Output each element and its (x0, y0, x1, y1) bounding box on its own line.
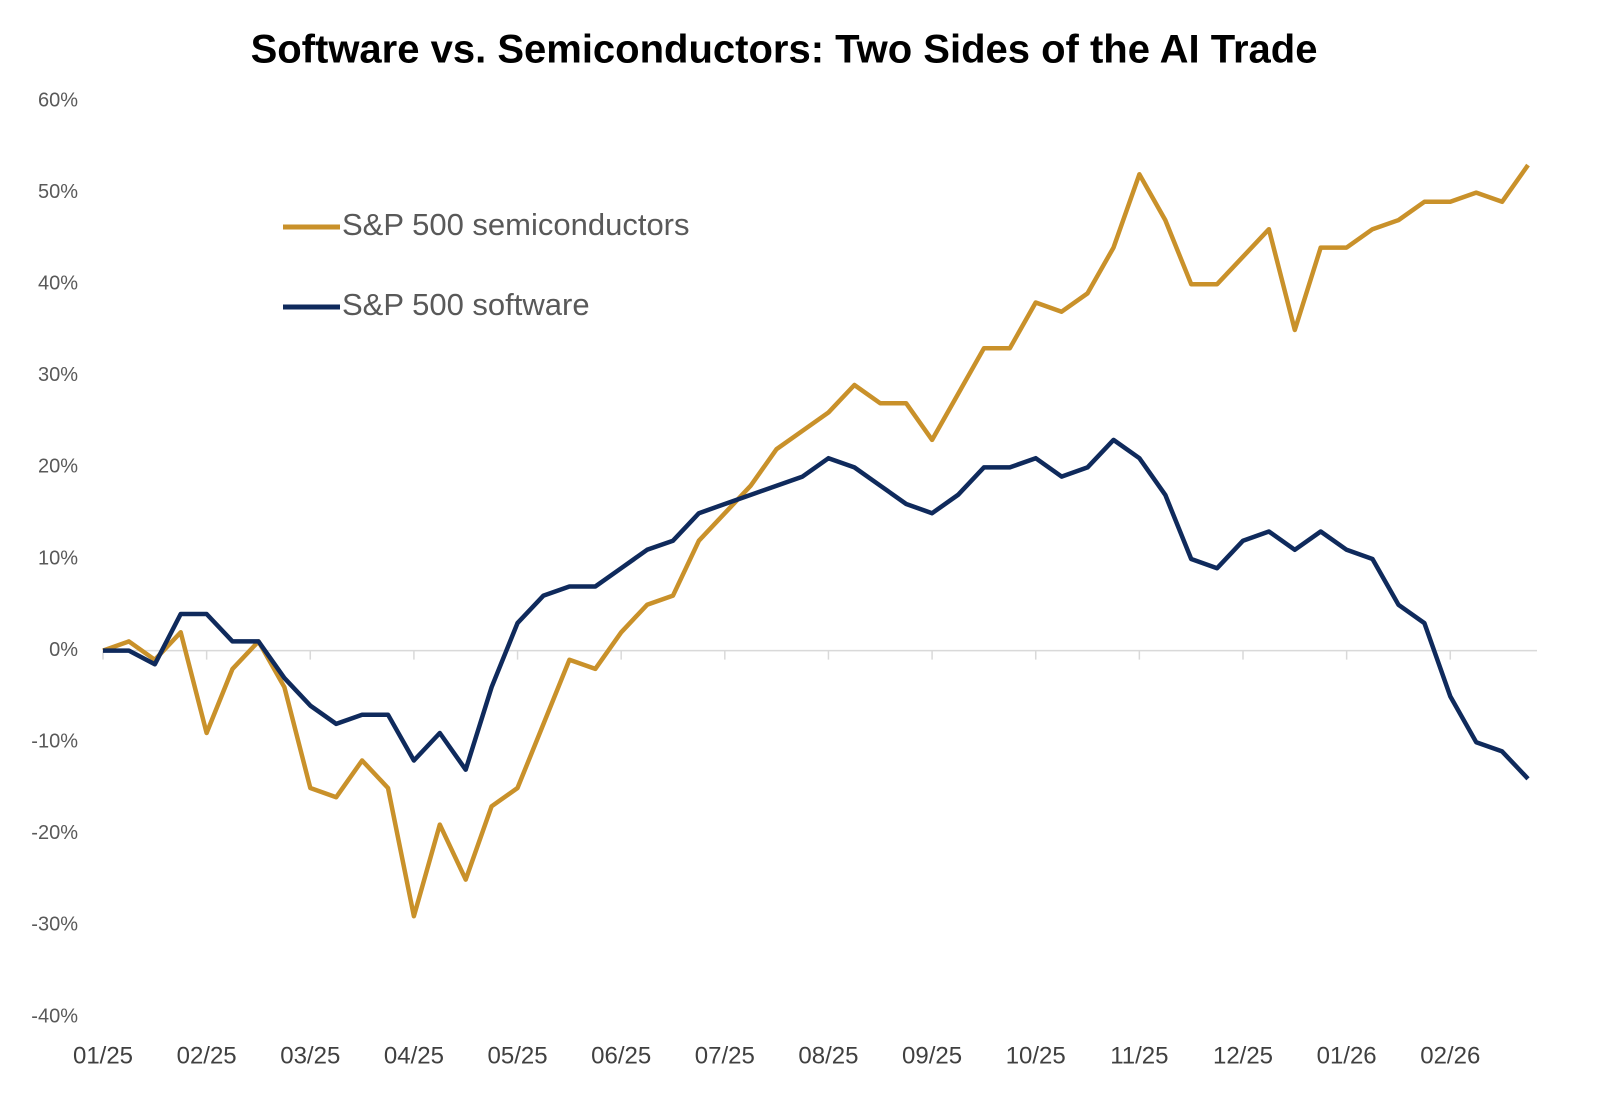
legend-label: S&P 500 software (342, 287, 590, 322)
x-tick-label: 09/25 (902, 1042, 962, 1069)
chart-title: Software vs. Semiconductors: Two Sides o… (251, 28, 1318, 72)
x-tick-label: 01/25 (73, 1042, 133, 1069)
y-tick-label: 20% (38, 456, 78, 478)
y-tick-label: -10% (31, 730, 78, 752)
y-tick-label: 10% (38, 547, 78, 569)
x-tick-label: 02/25 (177, 1042, 237, 1069)
x-tick-label: 02/26 (1420, 1042, 1480, 1069)
y-tick-label: 0% (49, 639, 78, 661)
x-tick-label: 11/25 (1110, 1042, 1168, 1069)
series-line (103, 437, 1530, 781)
x-tick-label: 03/25 (280, 1042, 340, 1069)
legend-label: S&P 500 semiconductors (342, 207, 690, 242)
x-tick-label: 01/26 (1317, 1042, 1377, 1069)
y-tick-label: -40% (31, 1005, 78, 1027)
y-tick-label: 40% (38, 272, 78, 294)
x-tick-label: 04/25 (384, 1042, 444, 1069)
series-line (102, 163, 1530, 919)
x-tick-label: 05/25 (488, 1042, 548, 1069)
x-tick-label: 07/25 (695, 1042, 755, 1069)
y-tick-label: 50% (38, 181, 78, 203)
x-tick-label: 10/25 (1006, 1042, 1066, 1069)
x-tick-label: 08/25 (798, 1042, 858, 1069)
y-tick-label: -20% (31, 822, 78, 844)
y-tick-label: 30% (38, 364, 78, 386)
y-tick-label: 60% (38, 89, 78, 111)
y-tick-label: -30% (31, 914, 78, 936)
x-tick-label: 12/25 (1213, 1042, 1273, 1069)
x-tick-label: 06/25 (591, 1042, 651, 1069)
